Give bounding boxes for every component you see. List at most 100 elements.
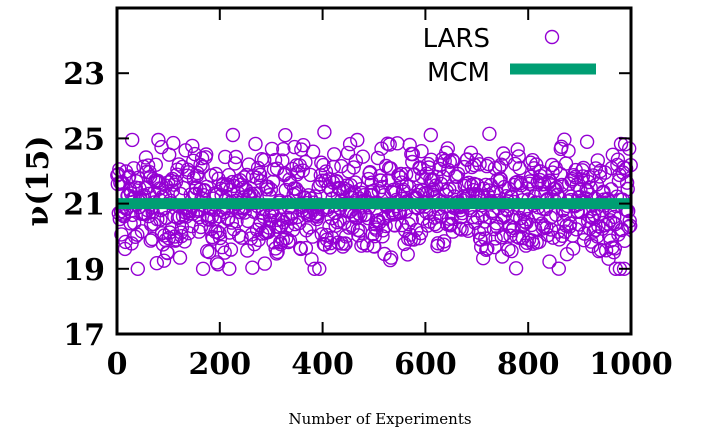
lars-point	[312, 261, 327, 276]
lars-point	[620, 181, 635, 197]
lars-point	[165, 171, 180, 187]
lars-point	[434, 209, 449, 224]
lars-point	[318, 164, 334, 179]
x-tick-label: 400	[291, 347, 354, 382]
lars-point	[314, 227, 329, 242]
lars-point	[557, 224, 573, 239]
lars-point	[338, 236, 353, 251]
lars-point	[610, 152, 626, 167]
lars-point	[445, 224, 461, 239]
lars-point	[501, 242, 516, 257]
lars-point	[228, 149, 244, 165]
lars-point	[384, 250, 399, 265]
lars-point	[437, 234, 452, 249]
lars-point	[607, 241, 622, 256]
lars-point	[362, 164, 378, 180]
lars-point	[619, 175, 635, 190]
lars-point	[472, 157, 487, 172]
lars-point	[305, 229, 320, 244]
y-tick-label: 21	[63, 188, 105, 223]
lars-point	[140, 158, 156, 173]
lars-point	[296, 137, 311, 153]
lars-point	[590, 229, 605, 244]
lars-point	[561, 143, 576, 159]
lars-point	[171, 157, 187, 172]
legend-marker-lars	[544, 29, 560, 45]
lars-point	[276, 141, 291, 157]
lars-point	[307, 261, 322, 276]
lars-point	[202, 244, 217, 260]
lars-point	[340, 145, 356, 161]
lars-point	[335, 239, 351, 254]
lars-point	[350, 132, 365, 148]
x-tick-label: 800	[497, 347, 560, 382]
lars-point	[129, 174, 144, 189]
lars-point	[222, 225, 238, 240]
lars-point	[225, 127, 241, 143]
lars-point	[551, 261, 566, 276]
lars-point	[153, 212, 168, 227]
lars-point	[341, 164, 356, 179]
lars-point	[227, 156, 243, 171]
lars-point	[430, 236, 446, 251]
lars-point	[334, 158, 349, 174]
lars-point	[293, 241, 308, 257]
lars-point	[494, 230, 509, 245]
lars-point	[295, 163, 310, 178]
axes: 0 200 400 600 800 1000 17 19 21 25 23	[63, 6, 673, 382]
lars-point	[287, 139, 302, 155]
lars-point	[138, 150, 154, 165]
lars-point	[545, 165, 560, 180]
lars-point	[336, 181, 352, 196]
lars-point	[607, 209, 622, 225]
lars-point	[151, 132, 166, 148]
lars-point	[542, 254, 557, 269]
lars-point	[276, 214, 291, 230]
lars-point	[378, 218, 393, 234]
x-axis-label: Number of Experiments	[288, 410, 471, 428]
lars-point	[405, 146, 420, 162]
lars-point	[478, 231, 493, 246]
x-tick-label: 1000	[589, 347, 673, 382]
lars-point	[124, 132, 140, 148]
lars-point	[160, 245, 175, 261]
lars-point	[452, 221, 467, 236]
lars-point	[156, 253, 172, 268]
lars-point	[454, 222, 469, 237]
lars-point	[234, 230, 249, 245]
lars-point	[375, 229, 390, 244]
lars-point	[487, 239, 502, 255]
lars-point	[507, 156, 523, 172]
lars-point	[251, 165, 267, 181]
lars-point	[346, 160, 361, 175]
lars-point	[298, 154, 313, 170]
lars-point	[172, 250, 188, 265]
lars-point	[544, 157, 560, 173]
lars-point	[245, 260, 260, 275]
lars-point	[427, 210, 442, 225]
lars-point	[298, 240, 314, 256]
x-tick-label: 200	[188, 347, 251, 382]
lars-point	[317, 124, 332, 140]
lars-point	[558, 156, 574, 171]
lars-point	[257, 152, 272, 168]
lars-point	[460, 152, 475, 167]
lars-point	[614, 222, 630, 237]
lars-point	[611, 173, 627, 188]
lars-point	[504, 243, 519, 259]
lars-point	[566, 241, 581, 256]
lars-point	[229, 214, 244, 229]
lars-point	[510, 142, 525, 157]
lars-point	[114, 227, 129, 242]
lars-point	[342, 136, 358, 152]
lars-point	[355, 149, 371, 164]
plot-area	[110, 124, 638, 276]
lars-point	[130, 261, 146, 276]
lars-point	[212, 226, 227, 241]
lars-point	[264, 141, 280, 157]
lars-point	[464, 159, 480, 175]
lars-point	[554, 139, 569, 155]
legend-label-mcm: MCM	[427, 58, 490, 88]
lars-point	[260, 179, 276, 195]
